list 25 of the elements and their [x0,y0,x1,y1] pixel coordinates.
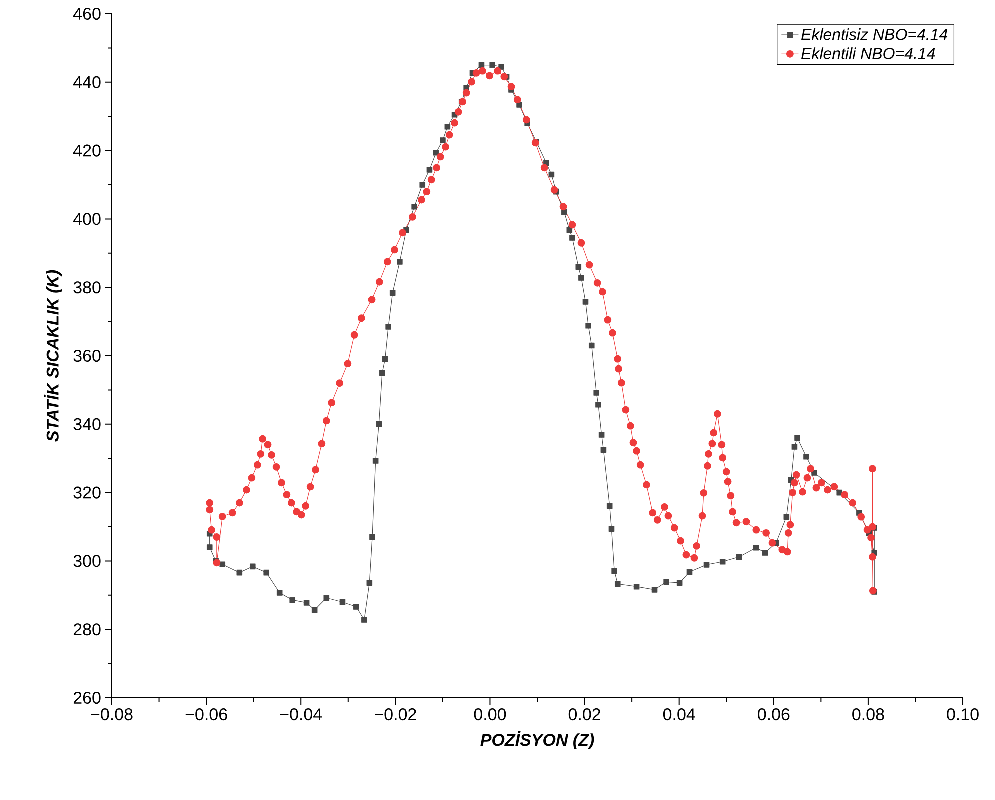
y-tick-label: 420 [73,144,101,157]
x-tick-label: −0.04 [280,708,322,721]
y-tick-label: 300 [74,555,101,568]
y-tick-label: 260 [74,692,101,704]
x-tick-label: 0.04 [663,708,696,721]
x-tick-label: 0.00 [474,708,506,721]
x-tick-label: −0.02 [374,708,416,721]
x-tick-label: 0.06 [758,708,790,721]
y-tick-label: 280 [74,624,101,636]
x-axis-title: POZİSYON (Z) [480,731,594,750]
x-tick-label: 0.10 [947,708,979,721]
y-axis-title: STATİK SICAKLIK (K) [44,270,62,442]
y-tick-label: 380 [74,282,101,294]
x-tick-label: 0.08 [852,708,884,721]
x-tick-label: −0.08 [91,708,133,721]
y-tick-label: 340 [74,418,101,430]
legend-label: Eklentili NBO=4.14 [802,48,936,60]
y-tick-label: 400 [73,213,101,226]
y-tick-label: 440 [73,76,101,88]
y-tick-label: 460 [73,8,101,20]
x-tick-label: −0.06 [186,708,228,721]
y-tick-label: 320 [74,486,101,499]
legend-label: Eklentisiz NBO=4.14 [802,28,948,40]
x-tick-label: 0.02 [568,708,600,721]
y-tick-label: 360 [74,350,101,362]
